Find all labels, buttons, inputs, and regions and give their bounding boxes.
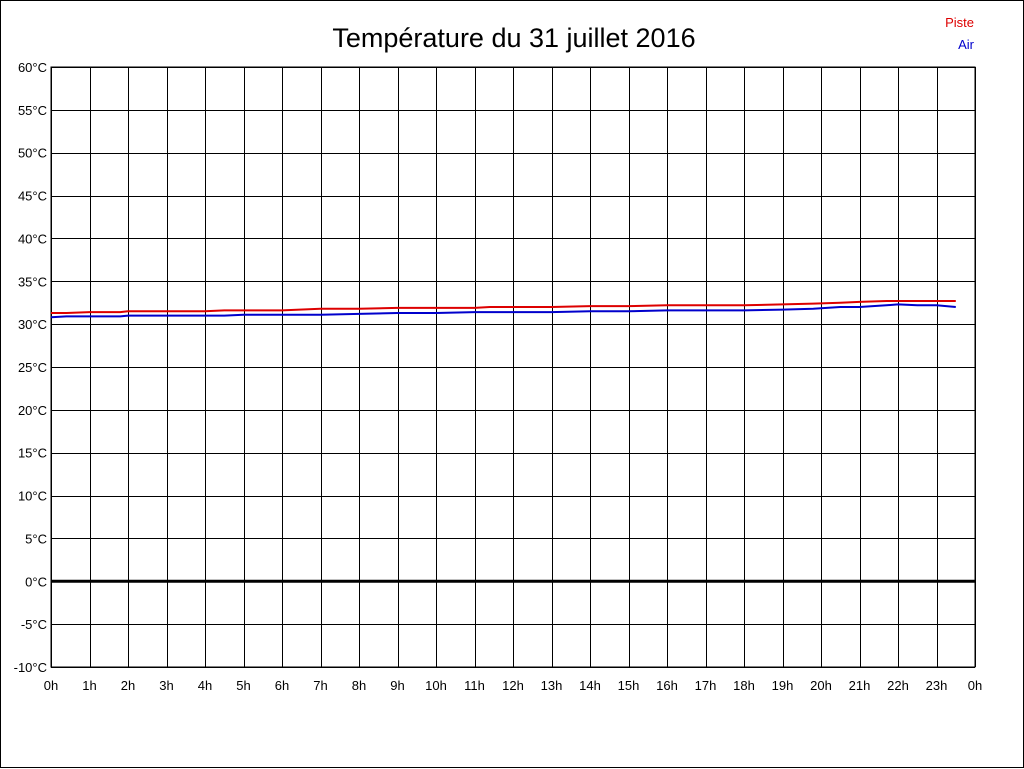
y-tick-label: 60°C [18,60,47,75]
x-tick-label: 18h [733,678,755,693]
x-tick-label: 0h [44,678,58,693]
x-tick-label: 2h [121,678,135,693]
x-tick-label: 15h [618,678,640,693]
x-tick-label: 5h [236,678,250,693]
series-line-piste [51,300,956,314]
y-tick-label: 55°C [18,103,47,118]
y-tick-label: 25°C [18,360,47,375]
x-tick-label: 1h [82,678,96,693]
y-axis: -10°C -5°C 0°C 5°C 10°C 15°C 20°C 25°C 30°C 35°C 4… [14,60,47,675]
x-tick-label: 11h [464,678,485,693]
x-tick-label: 0h [968,678,982,693]
legend-item-piste: Piste [945,15,974,30]
x-tick-label: 13h [541,678,563,693]
x-tick-label: 14h [579,678,601,693]
y-tick-label: 40°C [18,231,47,246]
y-tick-label: 45°C [18,189,47,204]
y-tick-label: -5°C [21,617,47,632]
x-tick-label: 9h [390,678,404,693]
x-tick-label: 22h [887,678,909,693]
y-tick-label: 15°C [18,446,47,461]
x-axis: 0h 1h 2h 3h 4h 5h 6h 7h 8h 9h 10h 11h 12h 13h 14h 15h 16… [44,678,982,693]
y-tick-label: 20°C [18,403,47,418]
x-tick-label: 10h [425,678,447,693]
y-tick-label: 50°C [18,146,47,161]
y-tick-label: 10°C [18,489,47,504]
x-tick-label: 23h [926,678,948,693]
x-tick-label: 21h [849,678,871,693]
x-tick-label: 12h [502,678,524,693]
x-tick-label: 6h [275,678,289,693]
series-line-air [50,303,956,319]
x-tick-label: 17h [695,678,717,693]
x-tick-label: 20h [810,678,832,693]
x-tick-label: 4h [198,678,212,693]
y-tick-label: 35°C [18,274,47,289]
y-tick-label: 5°C [25,531,47,546]
x-tick-label: 3h [159,678,173,693]
grid [50,66,976,668]
legend: Piste Air [945,15,975,52]
series-layer [50,300,956,319]
x-tick-label: 16h [656,678,678,693]
x-tick-label: 7h [313,678,327,693]
y-tick-label: 30°C [18,317,47,332]
y-tick-label: -10°C [14,660,47,675]
chart-title: Température du 31 juillet 2016 [332,23,695,53]
x-tick-label: 8h [352,678,366,693]
y-tick-label: 0°C [25,574,47,589]
x-tick-label: 19h [772,678,794,693]
legend-item-air: Air [958,37,975,52]
